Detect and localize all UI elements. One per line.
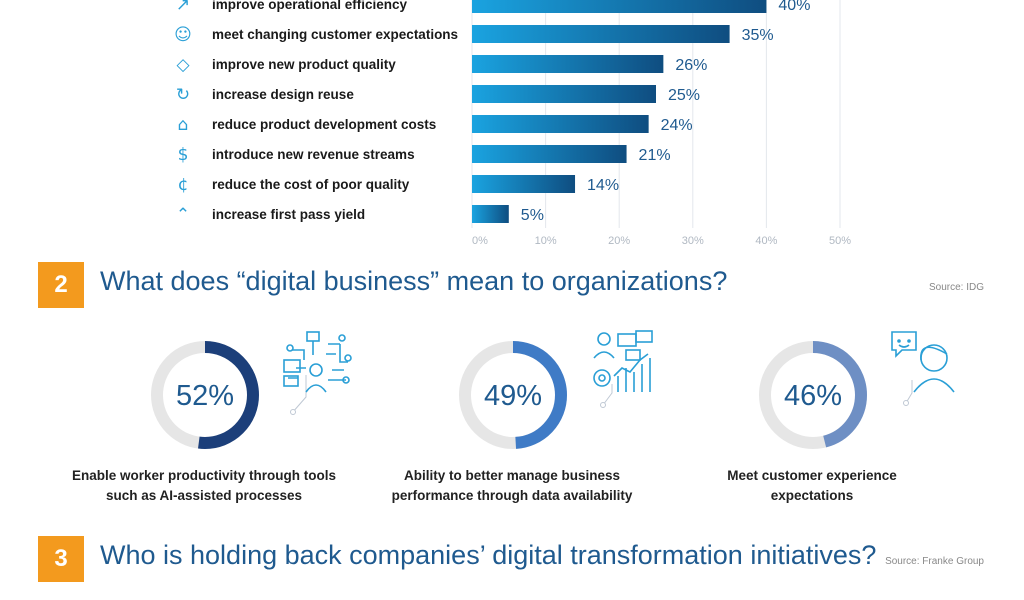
category-label: meet changing customer expectations [212, 27, 458, 42]
bar-value-label: 26% [675, 57, 707, 74]
bar [472, 85, 656, 103]
source-note: Source: IDG [928, 282, 984, 293]
ai-circuit-icon [283, 331, 352, 393]
donut-fill-arc [459, 341, 567, 449]
category-label: reduce the cost of poor quality [212, 177, 410, 192]
people-icon: ☺ [174, 25, 192, 45]
stat-caption: Meet customer experience expectations [672, 466, 952, 506]
category-label: reduce product development costs [212, 117, 436, 132]
coin-hand-icon: ¢ [178, 175, 189, 195]
diamond-icon: ◇ [176, 55, 190, 75]
bar [472, 175, 576, 193]
stat-caption-line: expectations [770, 488, 854, 503]
chevron-up-icon: ⌃ [176, 205, 190, 225]
x-tick-label: 0% [472, 235, 488, 247]
section-3-header: 3 Who is holding back companies’ digital… [38, 536, 984, 582]
stat-donut-productivity: 52% [151, 341, 259, 449]
donut-fill-arc [151, 341, 259, 449]
section-number-badge: 3 [38, 536, 84, 582]
x-tick-label: 40% [755, 235, 777, 247]
stat-value: 46% [784, 380, 842, 412]
stat-value: 49% [484, 380, 542, 412]
customer-chat-icon [891, 331, 955, 393]
cycle-icon: ↻ [176, 85, 190, 105]
bar-value-label: 25% [668, 87, 700, 104]
stat-caption-line: such as AI-assisted processes [105, 488, 303, 503]
bar [472, 205, 509, 223]
section-number-badge: 2 [38, 262, 84, 308]
bar-value-label: 24% [661, 117, 693, 134]
factory-icon: ⌂ [178, 115, 189, 135]
x-tick-label: 30% [682, 235, 704, 247]
stat-caption: Enable worker productivity through tools… [64, 466, 344, 506]
category-label: increase first pass yield [212, 207, 365, 222]
x-tick-label: 20% [608, 235, 630, 247]
connector-dot [600, 402, 606, 408]
bar-value-label: 35% [742, 27, 774, 44]
bar-chart: 0% 10% 20% 30% 40% 50% ↗ improve operational ef… [174, 0, 851, 247]
connector-line [602, 384, 613, 406]
connector-line [291, 375, 307, 414]
analytics-person-icon [593, 330, 653, 392]
stat-caption-line: Meet customer experience [727, 468, 897, 483]
section-2-header: 2 What does “digital business” mean to o… [38, 262, 984, 308]
x-tick-label: 10% [535, 235, 557, 247]
stat-caption: Ability to better manage business perfor… [372, 466, 652, 506]
stat-value: 52% [176, 380, 234, 412]
bar [472, 0, 767, 13]
money-bag-icon: $ [178, 145, 189, 165]
stat-caption-line: performance through data availability [391, 488, 633, 503]
connector-dot [903, 400, 909, 406]
bar-value-label: 5% [521, 207, 544, 224]
bar [472, 145, 627, 163]
bar [472, 115, 649, 133]
donut-fill-arc [759, 341, 867, 449]
stat-donut-customer: 46% [759, 341, 867, 449]
bar [472, 55, 664, 73]
bar [472, 25, 730, 43]
chart-icon: ↗ [176, 0, 190, 15]
source-note: Source: Franke Group [885, 556, 984, 567]
category-label: improve operational efficiency [212, 0, 408, 12]
bar-value-label: 21% [639, 147, 671, 164]
section-title: Who is holding back companies’ digital t… [100, 540, 877, 570]
x-tick-label: 50% [829, 235, 851, 247]
category-label: improve new product quality [212, 57, 396, 72]
bar-value-label: 40% [778, 0, 810, 14]
bar-value-label: 14% [587, 177, 619, 194]
category-label: introduce new revenue streams [212, 147, 415, 162]
category-label: increase design reuse [212, 87, 354, 102]
section-title: What does “digital business” mean to org… [100, 266, 728, 296]
stat-donut-performance: 49% [459, 341, 567, 449]
stat-caption-line: Enable worker productivity through tools [71, 468, 337, 483]
connector-dot [290, 409, 296, 415]
stat-caption-line: Ability to better manage business [403, 468, 621, 483]
connector-line [905, 380, 913, 404]
